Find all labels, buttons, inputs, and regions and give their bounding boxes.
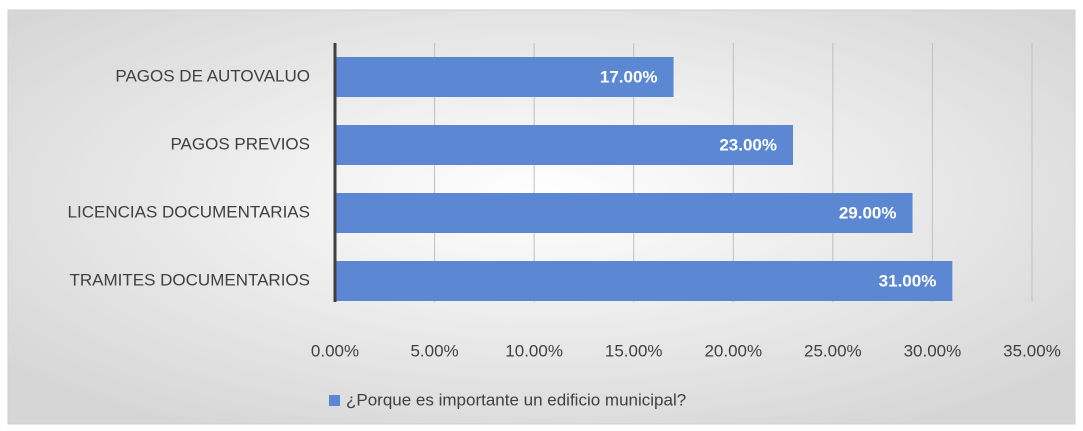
x-tick-label: 35.00% bbox=[1003, 341, 1061, 360]
value-label: 31.00% bbox=[879, 271, 937, 290]
x-tick-label: 0.00% bbox=[311, 341, 359, 360]
bar bbox=[335, 261, 953, 301]
x-tick-label: 25.00% bbox=[804, 341, 862, 360]
y-tick-label: PAGOS PREVIOS bbox=[170, 134, 310, 153]
x-tick-label: 5.00% bbox=[410, 341, 458, 360]
legend-label: ¿Porque es importante un edificio munici… bbox=[346, 390, 686, 409]
bar bbox=[335, 57, 674, 97]
y-tick-label: LICENCIAS DOCUMENTARIAS bbox=[68, 202, 310, 221]
x-tick-label: 15.00% bbox=[605, 341, 663, 360]
x-tick-label: 20.00% bbox=[704, 341, 762, 360]
bar bbox=[335, 125, 794, 165]
marks bbox=[335, 57, 953, 301]
y-tick-label: TRAMITES DOCUMENTARIOS bbox=[69, 270, 310, 289]
legend-swatch bbox=[329, 395, 340, 406]
y-tick-label: PAGOS DE AUTOVALUO bbox=[115, 66, 310, 85]
value-label: 23.00% bbox=[719, 135, 777, 154]
value-label: 17.00% bbox=[600, 67, 658, 86]
x-tick-label: 10.00% bbox=[505, 341, 563, 360]
x-tick-label: 30.00% bbox=[904, 341, 962, 360]
value-label: 29.00% bbox=[839, 203, 897, 222]
bar bbox=[335, 193, 913, 233]
